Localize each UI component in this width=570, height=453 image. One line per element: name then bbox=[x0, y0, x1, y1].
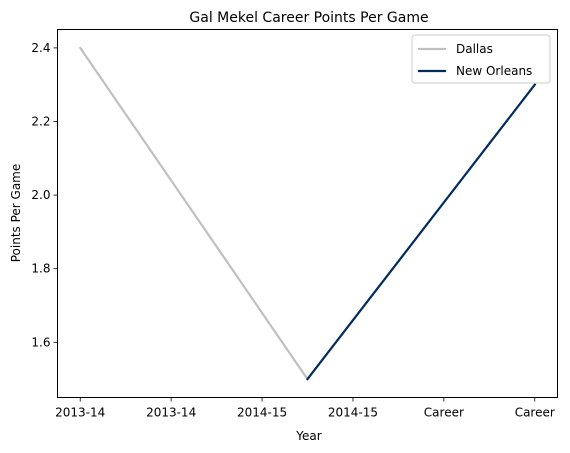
x-axis-title: Year bbox=[295, 429, 321, 443]
series-layer bbox=[78, 46, 537, 381]
x-tick-label: Career bbox=[515, 406, 555, 420]
x-tick-label: Career bbox=[424, 406, 464, 420]
y-tick-label: 2.2 bbox=[31, 115, 50, 129]
y-tick-label: 2.4 bbox=[31, 41, 50, 55]
y-tick-label: 2.0 bbox=[31, 188, 50, 202]
plot-area bbox=[57, 29, 558, 398]
series-line-1 bbox=[305, 83, 537, 381]
x-tick-label: 2014-15 bbox=[237, 406, 287, 420]
legend: Dallas New Orleans bbox=[411, 34, 551, 84]
legend-label: Dallas bbox=[456, 42, 493, 56]
plot-frame bbox=[57, 29, 558, 398]
y-axis-ticks: 1.6 1.8 2.0 2.2 2.4 bbox=[31, 41, 58, 349]
x-tick-label: 2014-15 bbox=[328, 406, 378, 420]
x-tick-label: 2013-14 bbox=[146, 406, 196, 420]
series-line-0 bbox=[78, 46, 310, 381]
legend-label: New Orleans bbox=[456, 64, 532, 78]
legend-frame bbox=[411, 34, 551, 84]
y-tick-label: 1.8 bbox=[31, 262, 50, 276]
chart-title: Gal Mekel Career Points Per Game bbox=[189, 10, 428, 26]
x-tick-label: 2013-14 bbox=[55, 406, 105, 420]
y-axis-title: Points Per Game bbox=[9, 164, 23, 263]
y-tick-label: 1.6 bbox=[31, 335, 50, 349]
x-axis-ticks: 2013-14 2013-14 2014-15 2014-15 Career Career bbox=[55, 397, 555, 420]
